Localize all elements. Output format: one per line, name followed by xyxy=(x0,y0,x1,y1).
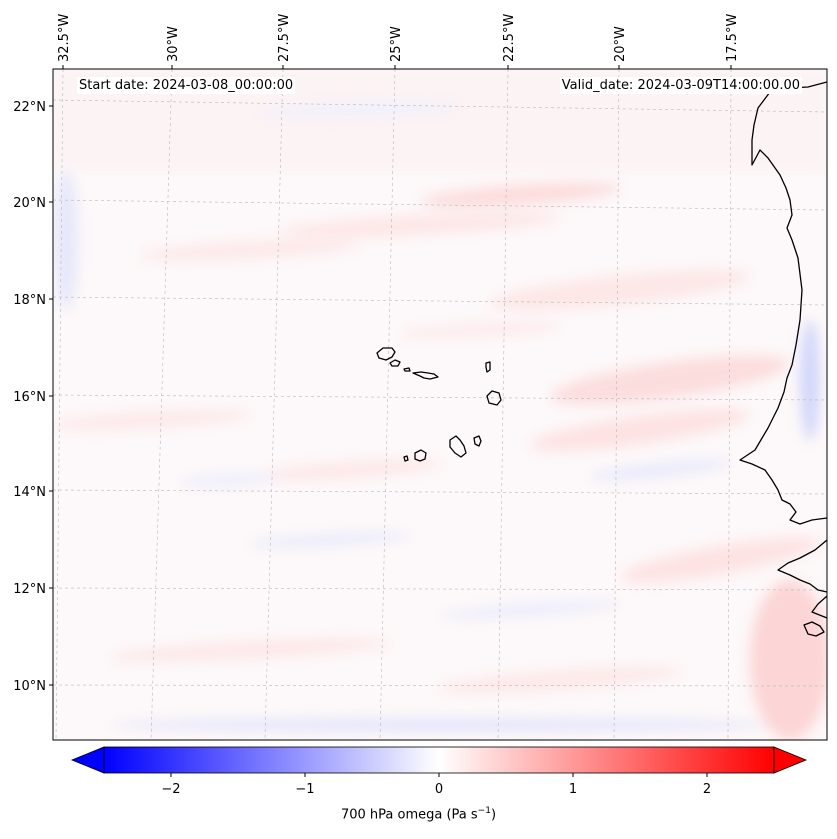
colorbar-title-suffix: ) xyxy=(490,807,497,823)
island-sao-vicente xyxy=(389,359,401,367)
coastline-africa xyxy=(739,81,827,525)
lon-label-22-5w: 22.5°W xyxy=(502,14,517,62)
lat-label-22: 22°N xyxy=(13,100,46,115)
lat-label-18: 18°N xyxy=(13,293,46,308)
colorbar-tick-1: 1 xyxy=(569,782,577,797)
valid-date-label: Valid_date: 2024-03-09T14:00:00.00 xyxy=(559,77,802,94)
island-boa-vista xyxy=(486,390,502,406)
lon-label-25w: 25°W xyxy=(389,26,404,62)
colorbar-tick-2: 2 xyxy=(703,782,711,797)
island-maio xyxy=(473,435,482,447)
lon-label-17-5w: 17.5°W xyxy=(725,14,740,62)
coastlines xyxy=(376,81,827,637)
lon-label-20w: 20°W xyxy=(613,26,628,62)
colorbar-extend-max xyxy=(773,746,808,774)
lon-label-30w: 30°W xyxy=(166,26,181,62)
lat-label-12: 12°N xyxy=(13,582,46,597)
coastline-guinea xyxy=(811,595,827,619)
coastline-africa-south xyxy=(777,539,827,593)
lon-label-32-5w: 32.5°W xyxy=(57,14,72,62)
lat-label-10: 10°N xyxy=(13,679,46,694)
island-santa-luzia xyxy=(403,367,411,372)
colorbar-title-prefix: 700 hPa omega (Pa s xyxy=(340,807,478,823)
colorbar-tick-0: 0 xyxy=(435,782,443,797)
island-sao-nicolau xyxy=(412,371,439,380)
island-brava xyxy=(403,455,409,462)
graticule xyxy=(53,69,827,740)
colorbar-title: 700 hPa omega (Pa s−1) xyxy=(0,806,837,822)
omega-field xyxy=(53,69,827,740)
map-frame xyxy=(52,68,828,741)
lat-label-20: 20°N xyxy=(13,196,46,211)
longitude-axis xyxy=(62,65,732,69)
lat-label-14: 14°N xyxy=(13,485,46,500)
island-bijagos xyxy=(803,621,825,637)
colorbar-extend-min xyxy=(70,746,105,774)
island-sal xyxy=(485,361,491,373)
colorbar-body xyxy=(103,746,775,774)
colorbar-tick-neg2: −2 xyxy=(161,782,180,797)
island-fogo xyxy=(414,449,427,462)
island-santiago xyxy=(449,435,467,458)
start-date-label: Start date: 2024-03-08_00:00:00 xyxy=(77,77,296,94)
colorbar: −2 −1 0 1 2 xyxy=(70,746,808,797)
latitude-axis xyxy=(49,105,53,686)
lon-label-27-5w: 27.5°W xyxy=(277,14,292,62)
lat-label-16: 16°N xyxy=(13,390,46,405)
island-santo-antao xyxy=(376,347,396,361)
colorbar-title-exponent: −1 xyxy=(477,806,491,816)
colorbar-tick-neg1: −1 xyxy=(295,782,314,797)
